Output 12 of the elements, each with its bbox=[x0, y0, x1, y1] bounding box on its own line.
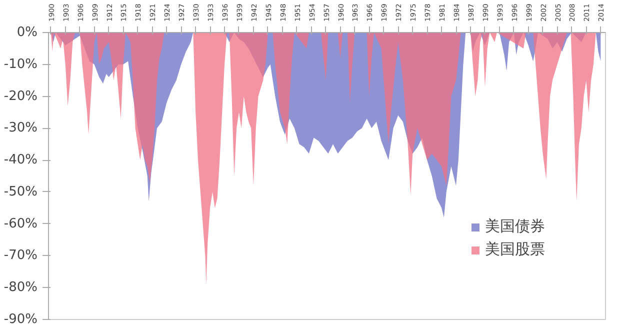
y-tick-label: -40% bbox=[4, 152, 38, 168]
y-tick-label: -70% bbox=[4, 248, 38, 264]
y-tick-label: 0% bbox=[16, 25, 38, 40]
y-tick-label: -60% bbox=[4, 216, 38, 232]
legend-label: 美国股票 bbox=[485, 240, 545, 259]
y-tick-label: -90% bbox=[4, 312, 38, 327]
y-tick-label: -30% bbox=[4, 120, 38, 136]
y-tick-label: -10% bbox=[4, 56, 38, 72]
y-tick-label: -50% bbox=[4, 184, 38, 200]
y-tick-label: -20% bbox=[4, 88, 38, 104]
y-tick-label: -80% bbox=[4, 280, 38, 296]
legend-label: 美国债券 bbox=[485, 217, 545, 236]
